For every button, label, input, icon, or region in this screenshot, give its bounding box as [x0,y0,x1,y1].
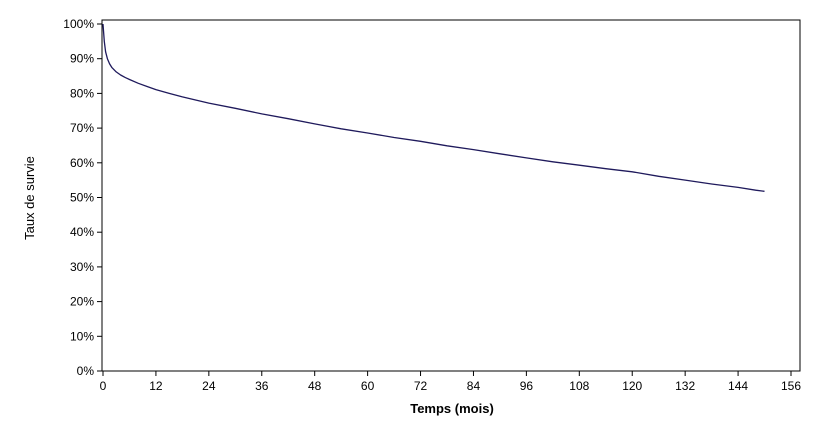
x-tick-label: 120 [622,379,642,393]
y-tick-label: 0% [77,364,95,378]
x-tick-label: 72 [414,379,428,393]
series-group [102,23,765,192]
y-tick-label: 10% [70,329,94,343]
y-tick-label: 70% [70,121,94,135]
x-tick-label: 84 [467,379,481,393]
x-tick-label: 12 [149,379,163,393]
x-tick-label: 156 [781,379,801,393]
y-tick-label: 40% [70,225,94,239]
x-tick-label: 132 [675,379,695,393]
x-tick-label: 144 [728,379,748,393]
y-axis-title: Taux de survie [22,156,37,240]
y-tick-label: 50% [70,191,94,205]
x-tick-label: 36 [255,379,269,393]
y-tick-label: 80% [70,86,94,100]
y-tick-label: 100% [63,17,94,31]
x-axis-title: Temps (mois) [410,401,494,416]
x-tick-label: 24 [202,379,216,393]
plot-area-border [101,19,801,372]
plot-frame [101,19,801,372]
survival-curve [102,23,765,192]
x-tick-label: 96 [520,379,534,393]
y-tick-label: 60% [70,156,94,170]
x-tick-label: 48 [308,379,322,393]
y-tick-label: 90% [70,52,94,66]
x-tick-label: 60 [361,379,375,393]
x-tick-label: 108 [569,379,589,393]
y-tick-label: 30% [70,260,94,274]
y-axis-ticks: 0% 10% 20% 30% 40% 50% 60% 70% 80% 90% 100% [63,17,102,378]
x-axis-ticks: 0 12 24 36 48 60 72 84 96 108 120 132 144 156 [100,371,801,393]
x-tick-label: 0 [100,379,107,393]
y-tick-label: 20% [70,295,94,309]
